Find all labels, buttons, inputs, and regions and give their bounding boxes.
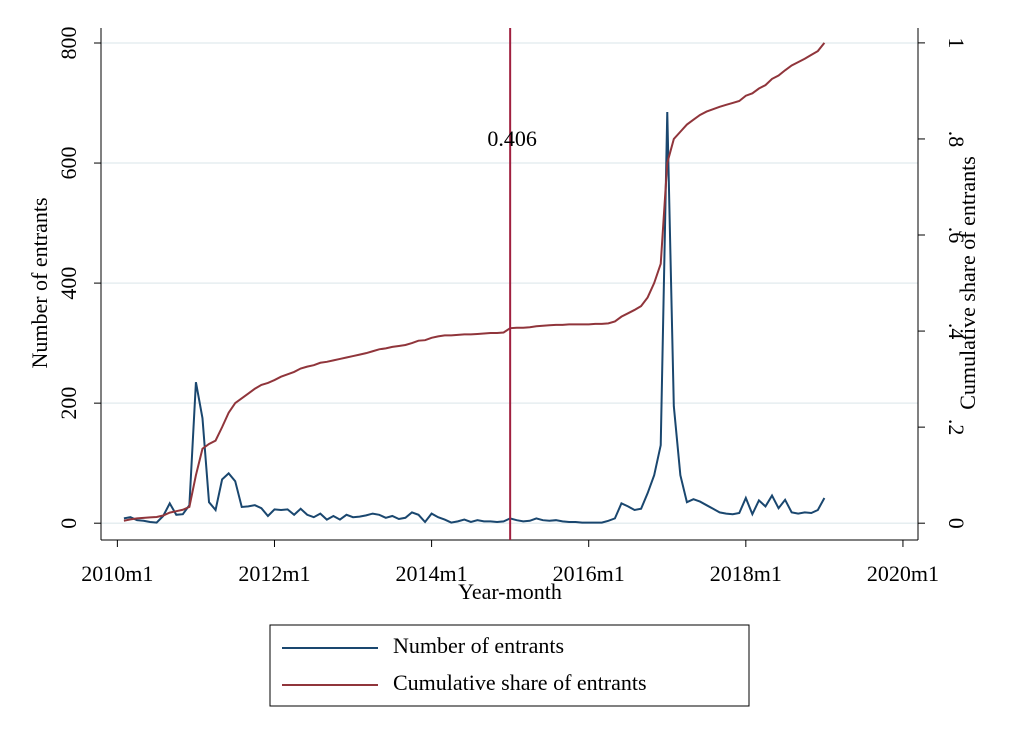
y-tick-label: 400 bbox=[56, 267, 81, 300]
y2-tick-label: .4 bbox=[944, 323, 969, 340]
x-tick-label: 2014m1 bbox=[396, 561, 468, 586]
x-tick-label: 2018m1 bbox=[710, 561, 782, 586]
y2-axis-title: Cumulative share of entrants bbox=[955, 156, 980, 410]
y-tick-label: 0 bbox=[56, 518, 81, 529]
x-tick-label: 2012m1 bbox=[238, 561, 310, 586]
x-axis-title: Year-month bbox=[458, 579, 562, 604]
y-tick-label: 600 bbox=[56, 147, 81, 180]
y2-tick-label: .8 bbox=[944, 131, 969, 148]
x-tick-label: 2016m1 bbox=[553, 561, 625, 586]
y-tick-label: 800 bbox=[56, 27, 81, 60]
x-tick-label: 2010m1 bbox=[81, 561, 153, 586]
y2-tick-label: .6 bbox=[944, 227, 969, 244]
legend-box bbox=[269, 624, 750, 707]
legend-label: Number of entrants bbox=[393, 633, 564, 658]
y-tick-label: 200 bbox=[56, 387, 81, 420]
y-axis-title: Number of entrants bbox=[27, 197, 52, 368]
y2-tick-label: 0 bbox=[944, 518, 969, 529]
y2-tick-label: .2 bbox=[944, 419, 969, 436]
series-line bbox=[123, 112, 826, 524]
x-tick-label: 2020m1 bbox=[867, 561, 939, 586]
annotation: 0.406 bbox=[487, 126, 537, 151]
y2-tick-label: 1 bbox=[944, 37, 969, 48]
series-line bbox=[123, 42, 826, 522]
legend-label: Cumulative share of entrants bbox=[393, 670, 647, 695]
